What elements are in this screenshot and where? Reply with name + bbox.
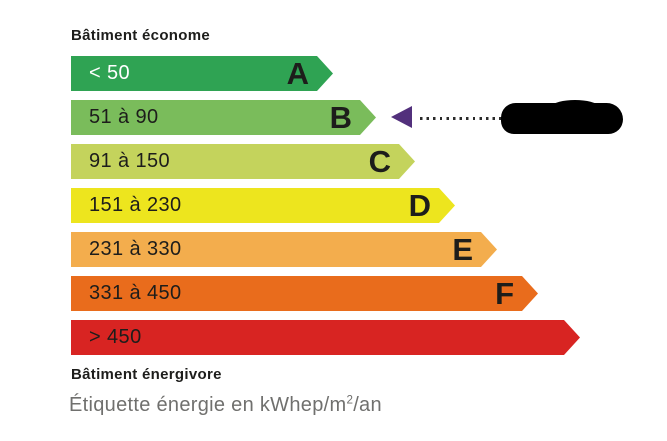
energy-band-bar-e: 231 à 330 E <box>71 232 497 267</box>
band-letter: D <box>408 188 431 223</box>
energy-band-row-f: 331 à 450 F <box>71 276 538 311</box>
redacted-rating-value <box>501 100 623 134</box>
band-range-label: 151 à 230 <box>89 194 182 216</box>
energy-band-row-e: 231 à 330 E <box>71 232 497 267</box>
caption-text-prefix: Étiquette énergie en kWhep/m <box>69 394 347 416</box>
energy-band-bar-c: 91 à 150 C <box>71 144 415 179</box>
energy-band-row-c: 91 à 150 C <box>71 144 415 179</box>
energy-band-bar-b: 51 à 90 B <box>71 100 376 135</box>
energy-band-row-a: < 50 A <box>71 56 333 91</box>
caption-text-suffix: /an <box>353 394 382 416</box>
band-letter: F <box>495 276 514 311</box>
band-letter: E <box>452 232 473 267</box>
energy-band-bar-g: > 450 <box>71 320 580 355</box>
energy-band-bar-f: 331 à 450 F <box>71 276 538 311</box>
band-range-label: < 50 <box>89 62 131 84</box>
energy-intensive-building-label: Bâtiment énergivore <box>71 366 222 383</box>
band-letter: A <box>286 56 309 91</box>
band-range-label: 51 à 90 <box>89 106 159 128</box>
band-range-label: 91 à 150 <box>89 150 171 172</box>
caption-superscript: 2 <box>346 393 354 407</box>
energy-band-bar-d: 151 à 230 D <box>71 188 455 223</box>
energy-label-caption: Étiquette énergie en kWhep/m2/an <box>69 394 382 417</box>
band-letter: C <box>368 144 391 179</box>
band-range-label: 331 à 450 <box>89 282 182 304</box>
band-range-label: > 450 <box>89 326 142 348</box>
band-range-label: 231 à 330 <box>89 238 182 260</box>
economical-building-label: Bâtiment économe <box>71 27 210 44</box>
dotted-leader-line <box>420 117 503 120</box>
energy-band-bar-a: < 50 A <box>71 56 333 91</box>
energy-band-row-g: > 450 <box>71 320 580 355</box>
rating-pointer-left-arrow-icon <box>391 106 412 128</box>
band-letter: B <box>329 100 352 135</box>
energy-band-row-b: 51 à 90 B <box>71 100 376 135</box>
energy-band-row-d: 151 à 230 D <box>71 188 455 223</box>
